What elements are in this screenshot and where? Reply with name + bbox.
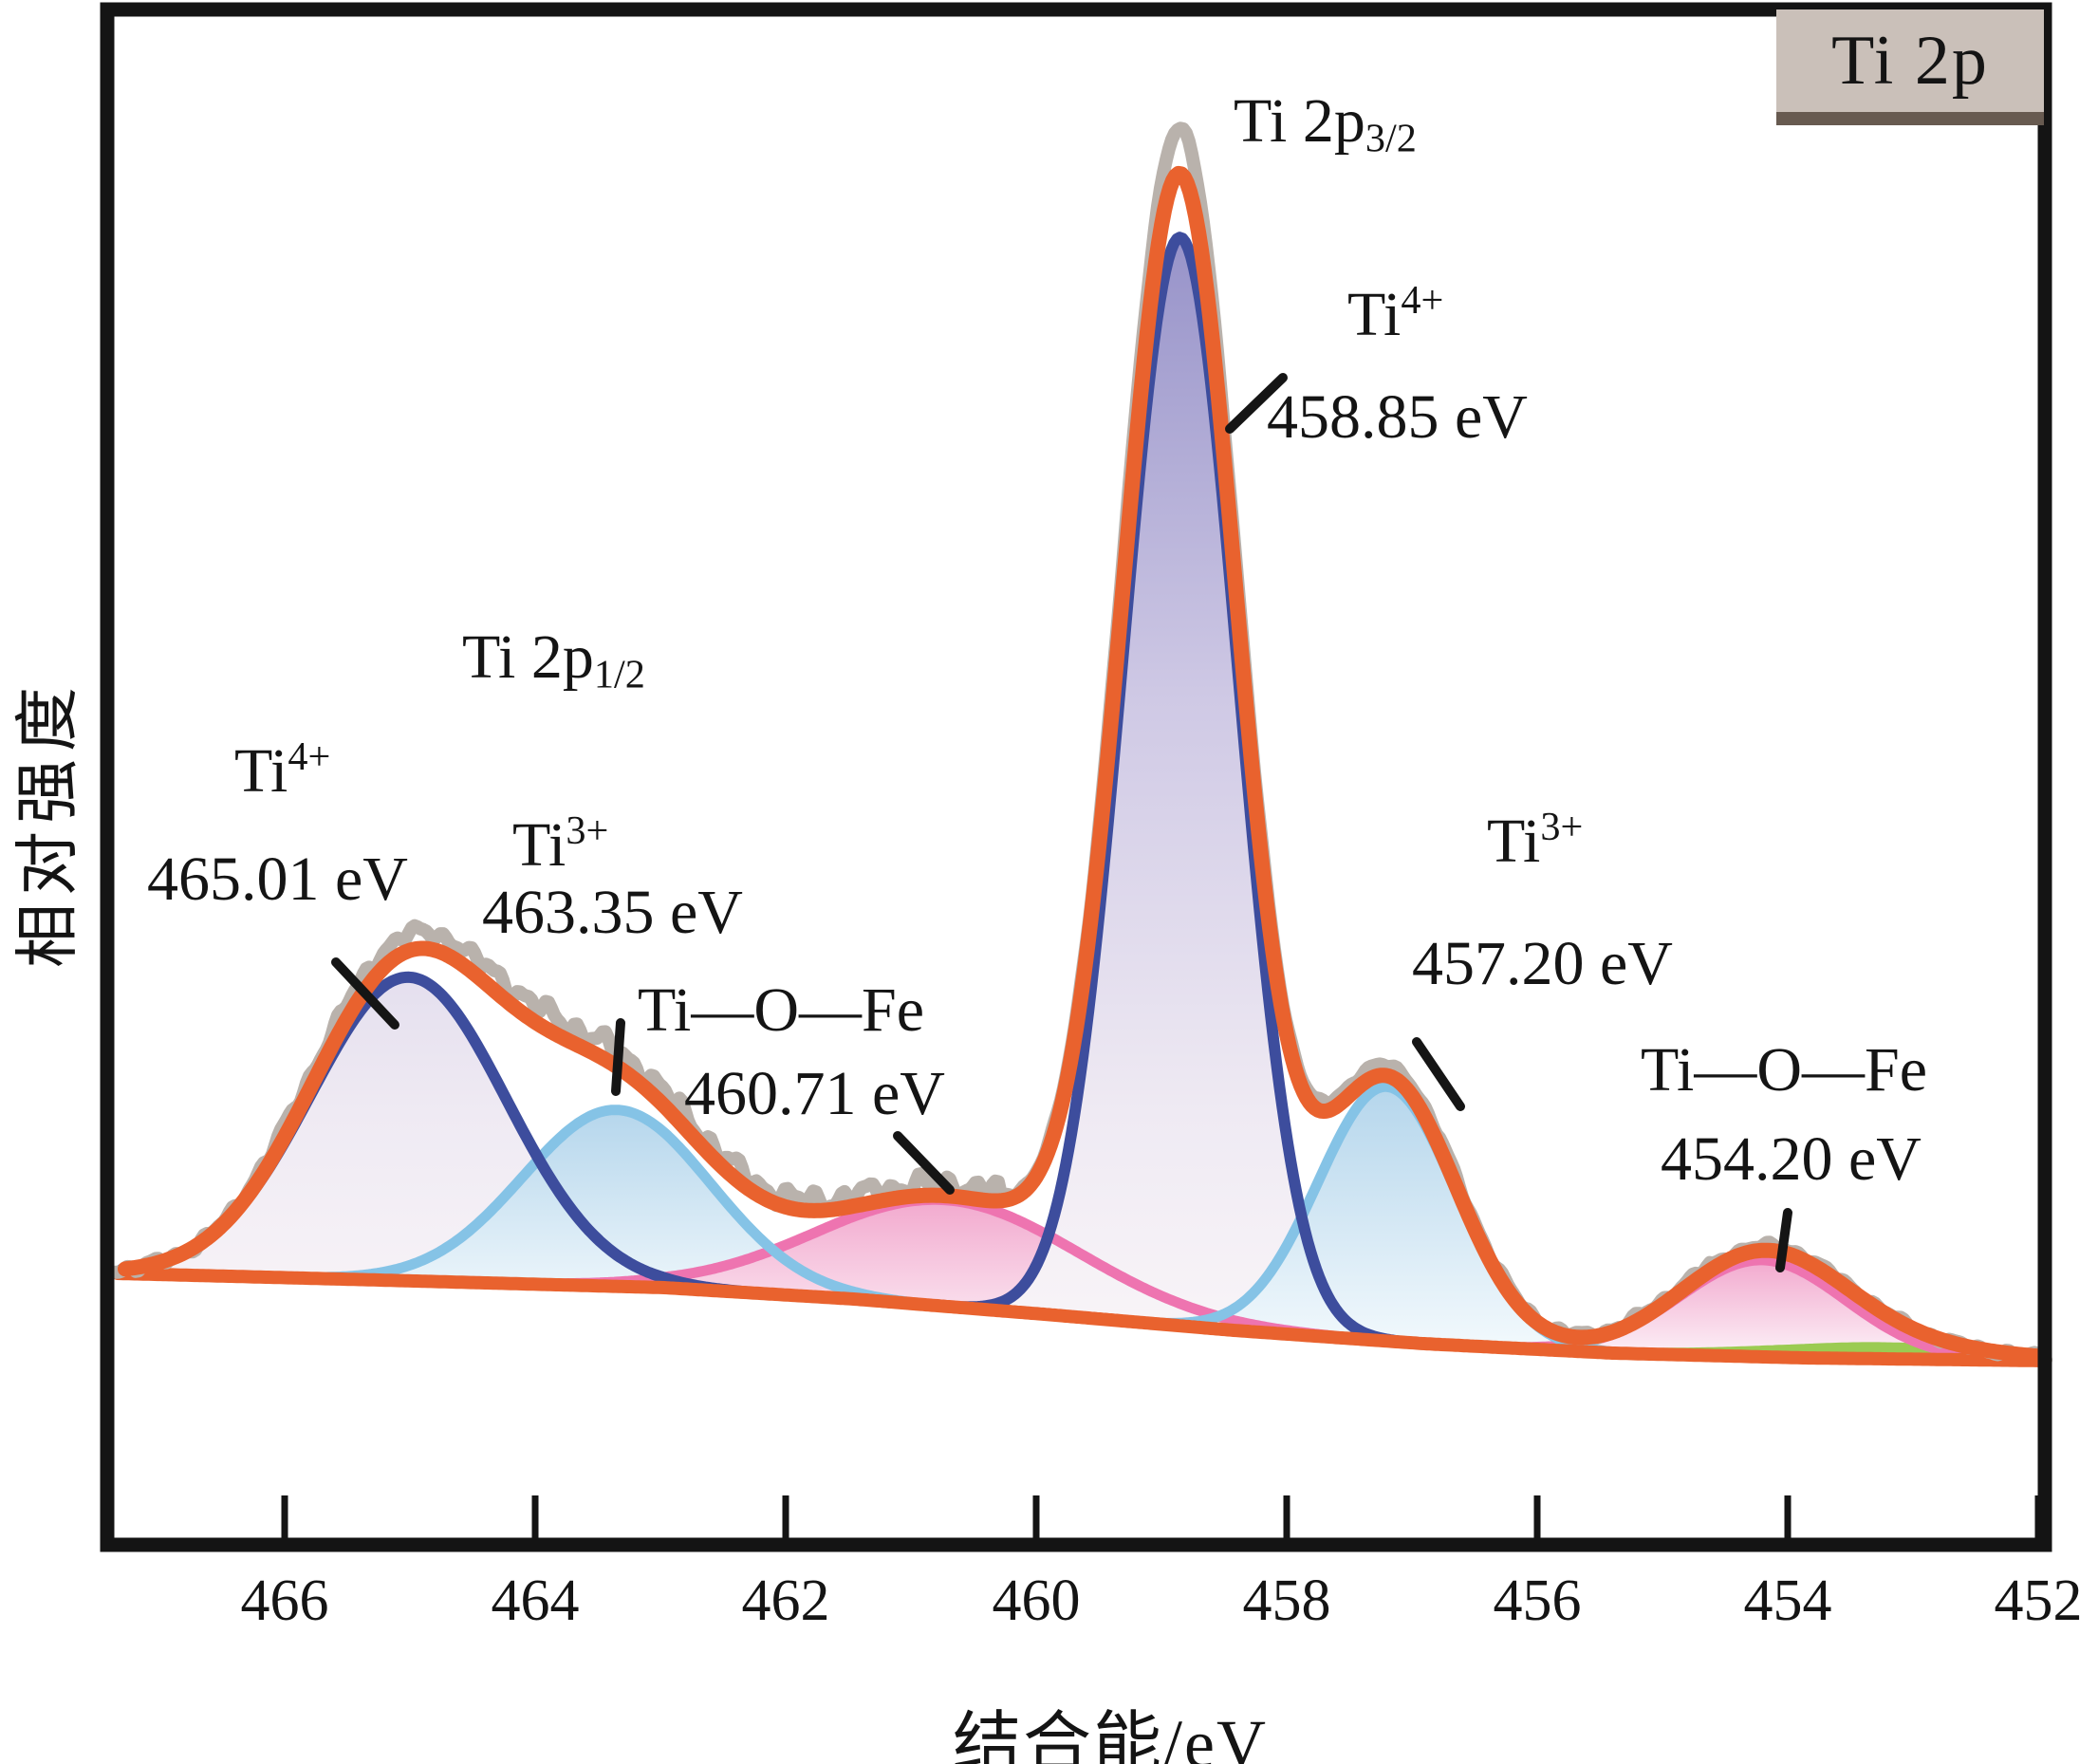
leader-line-5	[1775, 1208, 1792, 1272]
component-fill-ti3-2p12	[146, 1109, 1086, 1318]
annotation-leader-lines	[331, 373, 1792, 1272]
leader-line-0	[1225, 373, 1288, 434]
background-baseline-curve	[111, 1267, 2052, 1367]
component-fill-tiofe-2p32	[1349, 1259, 2041, 1361]
leader-line-4	[1412, 1037, 1465, 1111]
fit-envelope-curve	[118, 165, 2049, 1365]
main-curves	[109, 121, 2052, 1367]
component-fill-ti3-2p32	[1042, 1086, 1732, 1357]
leader-line-3	[893, 1131, 955, 1195]
leader-line-1	[331, 957, 399, 1030]
plot-frame	[100, 2, 2052, 1552]
component-fill-ti4-2p32	[892, 237, 1468, 1346]
component-fill-tiofe-2p12	[289, 1199, 1606, 1353]
axes-frame	[100, 2, 2052, 1552]
component-fills	[121, 237, 2041, 1361]
component-fill-ti4-2p12	[121, 976, 896, 1303]
leader-line-2	[611, 1018, 625, 1096]
